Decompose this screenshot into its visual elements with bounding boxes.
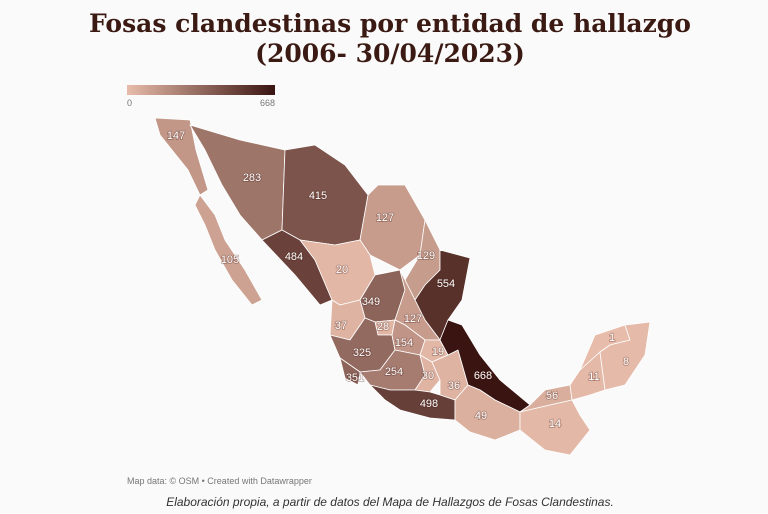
- region-label: 668: [474, 370, 492, 382]
- region-label: 8: [623, 356, 629, 368]
- caption: Elaboración propia, a partir de datos de…: [166, 495, 614, 509]
- region: [339, 357, 361, 386]
- title: Fosas clandestinas por entidad de hallaz…: [89, 9, 691, 38]
- region-label: 30: [422, 370, 434, 382]
- region-label: 498: [420, 398, 438, 410]
- region-label: 19: [432, 346, 444, 358]
- region-label: 28: [377, 321, 389, 333]
- region-label: 283: [243, 172, 261, 184]
- legend-max: 668: [260, 98, 275, 108]
- region-label: 11: [588, 371, 599, 383]
- legend-bar: [127, 85, 275, 95]
- region-label: 36: [448, 380, 460, 392]
- region-label: 351: [346, 372, 364, 384]
- region-label: 37: [335, 320, 347, 332]
- region-label: 129: [417, 250, 435, 262]
- region-label: 127: [376, 212, 394, 224]
- region-label: 56: [546, 390, 558, 402]
- region: [519, 399, 591, 456]
- region: [599, 321, 651, 391]
- region-label: 254: [385, 366, 403, 378]
- legend-min: 0: [127, 98, 132, 108]
- region-label: 154: [395, 337, 413, 349]
- map: 147 105 283 415 127 129 554 484 20 349 127 37 28 325 3…: [154, 117, 651, 456]
- region-label: 484: [285, 251, 303, 263]
- region-label: 554: [437, 278, 455, 290]
- source: Map data: © OSM • Created with Datawrapp…: [127, 476, 312, 486]
- region: [194, 194, 263, 306]
- region-label: 415: [309, 190, 327, 202]
- region-label: 1: [609, 332, 615, 344]
- region-label: 147: [167, 130, 185, 142]
- region-label: 127: [404, 313, 422, 325]
- region-label: 49: [475, 410, 487, 422]
- region-label: 14: [549, 418, 561, 430]
- region-label: 349: [362, 296, 380, 308]
- region-label: 20: [336, 264, 348, 276]
- region-label: 105: [221, 254, 239, 266]
- subtitle: (2006- 30/04/2023): [255, 39, 525, 68]
- region-label: 325: [353, 347, 371, 359]
